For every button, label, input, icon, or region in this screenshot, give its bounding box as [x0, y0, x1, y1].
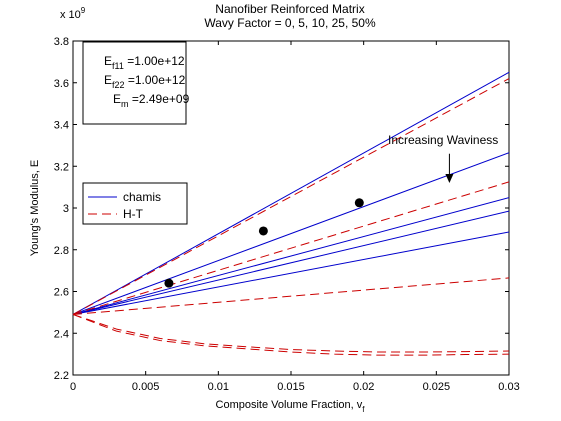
x-tick-label: 0.03 — [498, 381, 519, 393]
legend-label-ht: H-T — [123, 207, 144, 221]
x-tick-label: 0.015 — [277, 381, 305, 393]
x-axis-label-subscript: f — [362, 405, 365, 414]
annotation-arrow-head — [445, 173, 454, 183]
series-h-t-curve-1 — [72, 313, 510, 353]
info-ef22-subscript: f22 — [112, 80, 125, 90]
annotation: Increasing Waviness — [388, 133, 498, 183]
y-tick-label: 2.2 — [54, 370, 69, 382]
series-layer — [72, 71, 510, 356]
data-marker-1 — [258, 226, 268, 236]
annotation-text: Increasing Waviness — [388, 133, 498, 147]
info-ef22-value: =1.00e+12 — [125, 73, 186, 87]
x-axis-label-text: Composite Volume Fraction, v — [216, 399, 363, 411]
info-em-subscript: m — [121, 99, 129, 109]
info-ef22-symbol: E — [104, 73, 112, 87]
series-h-t-line-0 — [72, 78, 510, 315]
series-h-t-line-1 — [72, 181, 510, 315]
y-tick-label: 2.4 — [54, 328, 69, 340]
y-exponent-prefix: x 10 — [60, 9, 81, 21]
chart-title: Nanofiber Reinforced Matrix — [215, 2, 364, 16]
series-chamis-line-2 — [72, 197, 510, 315]
y-exponent-power: 9 — [81, 6, 86, 15]
y-tick-label: 3.6 — [54, 78, 69, 90]
y-tick-label: 3 — [63, 203, 69, 215]
legend-frame — [82, 182, 188, 225]
x-tick-label: 0.025 — [423, 381, 451, 393]
y-tick-label: 3.8 — [54, 36, 69, 48]
info-box-frame — [82, 41, 187, 125]
info-em-value: =2.49e+09 — [129, 92, 190, 106]
axis-tick-labels: 0 0.005 0.01 0.015 0.02 0.025 0.03 2.2 2.4 2.6 2.8… — [54, 36, 520, 393]
marker-layer — [164, 198, 364, 288]
y-exponent-label: x 109 — [60, 6, 86, 21]
series-chamis-line-4 — [72, 231, 510, 315]
y-tick-label: 3.2 — [54, 161, 69, 173]
info-em-symbol: E — [113, 92, 121, 106]
chart-subtitle: Wavy Factor = 0, 5, 10, 25, 50% — [204, 16, 376, 30]
legend: chamis H-T — [82, 182, 188, 225]
info-line-em: Em =2.49e+09 — [113, 92, 190, 109]
y-axis-label: Young's Modulus, E — [29, 160, 41, 256]
series-chamis-line-0 — [72, 71, 510, 315]
x-tick-label: 0 — [70, 381, 76, 393]
info-line-ef22: Ef22 =1.00e+12 — [104, 73, 186, 90]
data-marker-2 — [354, 198, 364, 208]
x-axis-label: Composite Volume Fraction, vf — [216, 399, 366, 414]
x-tick-label: 0.005 — [132, 381, 160, 393]
data-marker-0 — [164, 278, 174, 288]
info-ef11-subscript: f11 — [112, 61, 124, 71]
series-h-t-curve-0 — [72, 313, 510, 356]
y-tick-label: 3.4 — [54, 120, 69, 132]
legend-label-chamis: chamis — [123, 190, 161, 204]
info-line-ef11: Ef11 =1.00e+12 — [104, 54, 185, 71]
x-tick-label: 0.01 — [208, 381, 229, 393]
y-tick-label: 2.6 — [54, 287, 69, 299]
series-chamis-line-1 — [72, 152, 510, 315]
info-box: Ef11 =1.00e+12 Ef22 =1.00e+12 Em =2.49e+… — [82, 41, 190, 125]
series-h-t-line-2 — [72, 277, 510, 315]
info-ef11-symbol: E — [104, 54, 112, 68]
y-tick-label: 2.8 — [54, 245, 69, 257]
info-ef11-value: =1.00e+12 — [124, 54, 185, 68]
x-tick-label: 0.02 — [353, 381, 374, 393]
series-chamis-line-3 — [72, 210, 510, 315]
